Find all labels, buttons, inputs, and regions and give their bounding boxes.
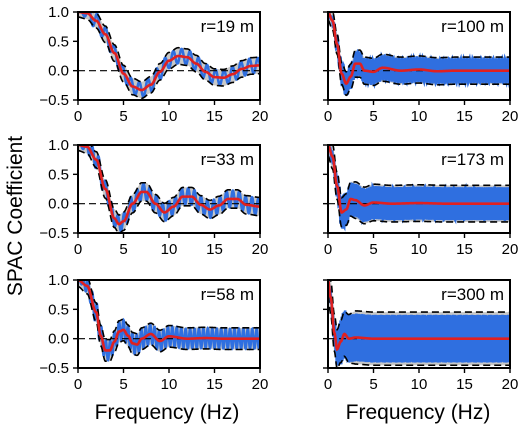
model-fit-curve [78,280,260,352]
x-tick-label: 15 [456,108,473,125]
x-tick-label: 10 [161,376,178,393]
x-tick-label: 10 [161,241,178,258]
plot-area [328,12,510,97]
y-tick-label: 1.0 [48,272,69,289]
x-tick-label: 0 [324,376,332,393]
lower-envelope [78,16,260,100]
x-tick-label: 5 [369,376,377,393]
x-tick-label: 15 [206,376,223,393]
y-tick-label: 0.5 [48,33,69,50]
panel-300: 0 5 10 15 20 r=300 m [323,279,519,393]
lower-envelope [78,149,260,233]
uncertainty-band [78,145,260,233]
upper-envelope [331,12,510,73]
panel-100: 0 5 10 15 20 r=100 m [323,11,519,125]
panel-title: r=19 m [201,17,254,36]
panel-33: 0 5 10 15 20 −0.5 0.0 0.5 1.0 r=33 m [39,137,268,258]
x-tick-label: 20 [502,241,519,258]
lower-envelope [328,155,510,228]
lower-envelope [328,295,510,368]
model-fit-curve [328,145,510,214]
x-tick-label: 0 [324,108,332,125]
x-tick-label: 5 [369,241,377,258]
x-tick-label: 20 [252,108,269,125]
x-tick-label: 15 [456,376,473,393]
y-tick-label: −0.5 [39,225,69,242]
model-fit-curve [78,12,260,92]
observed-spac-curve [328,145,510,232]
upper-envelope [329,280,510,332]
x-tick-label: 10 [411,241,428,258]
model-fit-curve [328,12,510,86]
y-tick-label: 0.0 [48,196,69,213]
panel-title: r=58 m [201,285,254,304]
y-tick-label: −0.5 [39,92,69,109]
lower-envelope [78,285,260,363]
panel-title: r=100 m [441,17,504,36]
x-tick-label: 0 [74,376,82,393]
x-tick-label: 10 [161,108,178,125]
x-tick-label: 15 [456,241,473,258]
plot-area [328,280,510,368]
y-tick-label: 0.0 [48,63,69,80]
x-tick-label: 10 [411,108,428,125]
x-tick-label: 20 [502,108,519,125]
x-tick-label: 5 [119,108,127,125]
y-tick-label: −0.5 [39,360,69,377]
x-axis-label-right: Frequency (Hz) [346,401,491,424]
upper-envelope [331,145,510,199]
model-fit-curve [328,280,510,352]
panel-title: r=33 m [201,150,254,169]
plot-area [78,280,260,363]
x-tick-label: 15 [206,108,223,125]
upper-envelope [92,12,260,83]
x-tick-label: 0 [324,241,332,258]
y-axis-label: SPAC Coefficient [4,136,27,296]
x-axis-label-left: Frequency (Hz) [95,401,240,424]
panel-173: 0 5 10 15 20 r=173 m [323,144,519,258]
x-tick-label: 5 [119,241,127,258]
y-tick-label: 0.0 [48,331,69,348]
plot-area [328,145,510,232]
plot-area [78,12,260,100]
panel-title: r=173 m [441,150,504,169]
x-tick-label: 0 [74,241,82,258]
y-tick-label: 1.0 [48,137,69,154]
x-tick-label: 0 [74,108,82,125]
y-tick-label: 0.5 [48,301,69,318]
model-fit-curve [78,145,260,226]
x-tick-label: 20 [252,376,269,393]
plot-area [78,145,260,233]
panel-title: r=300 m [441,285,504,304]
x-tick-label: 5 [119,376,127,393]
x-tick-label: 5 [369,108,377,125]
x-tick-label: 15 [206,241,223,258]
y-tick-label: 0.5 [48,166,69,183]
panel-19: 0 5 10 15 20 −0.5 0.0 0.5 1.0 r=19 m [39,4,268,125]
lower-envelope [328,19,510,97]
x-tick-label: 20 [502,376,519,393]
y-tick-label: 1.0 [48,4,69,21]
panel-58: 0 5 10 15 20 −0.5 0.0 0.5 1.0 r=58 m [39,272,268,393]
upper-envelope [90,145,260,216]
x-tick-label: 10 [411,376,428,393]
x-tick-label: 20 [252,241,269,258]
upper-envelope [87,280,260,341]
